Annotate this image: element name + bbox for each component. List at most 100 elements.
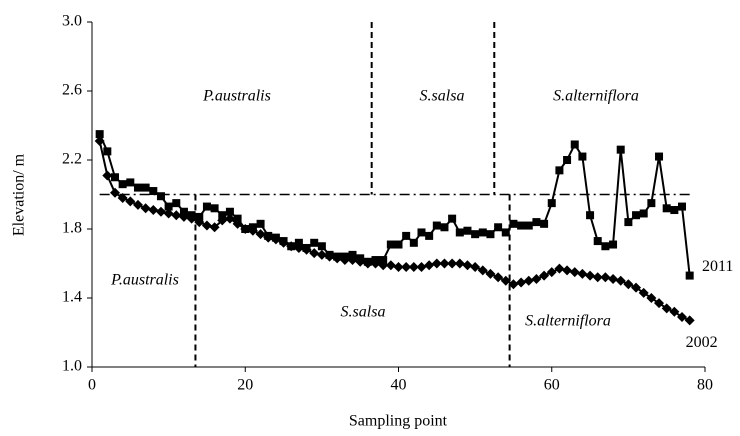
marker bbox=[109, 187, 120, 198]
marker bbox=[386, 240, 395, 249]
series-line bbox=[98, 133, 691, 276]
marker bbox=[294, 238, 303, 247]
marker bbox=[355, 256, 366, 267]
x-axis-label: Sampling point bbox=[349, 413, 448, 430]
marker bbox=[646, 293, 657, 303]
marker bbox=[179, 207, 188, 216]
marker bbox=[270, 234, 281, 245]
marker bbox=[555, 166, 564, 175]
marker bbox=[163, 208, 174, 219]
marker bbox=[454, 258, 465, 269]
marker bbox=[332, 253, 343, 264]
marker bbox=[493, 272, 504, 283]
marker bbox=[685, 271, 694, 280]
marker bbox=[408, 261, 419, 272]
marker bbox=[623, 279, 634, 290]
marker bbox=[155, 206, 166, 217]
marker bbox=[217, 215, 228, 226]
marker bbox=[631, 282, 642, 293]
series-label: 2002 bbox=[686, 334, 718, 351]
marker bbox=[126, 178, 135, 187]
marker bbox=[140, 203, 151, 214]
x-tick-label: 80 bbox=[697, 377, 713, 394]
marker bbox=[562, 265, 573, 276]
y-tick-label: 1.8 bbox=[62, 220, 82, 237]
marker bbox=[523, 275, 534, 286]
marker bbox=[546, 267, 557, 278]
marker bbox=[195, 212, 204, 221]
marker bbox=[432, 221, 441, 230]
marker bbox=[149, 187, 158, 196]
marker bbox=[684, 315, 695, 326]
x-tick-label: 20 bbox=[237, 377, 253, 394]
marker bbox=[393, 261, 404, 272]
marker bbox=[570, 140, 579, 149]
y-tick-label: 2.6 bbox=[62, 82, 82, 99]
marker bbox=[431, 258, 442, 269]
marker bbox=[416, 261, 427, 272]
marker bbox=[500, 275, 511, 286]
marker bbox=[103, 147, 112, 156]
marker bbox=[447, 258, 458, 269]
marker bbox=[478, 228, 487, 237]
marker bbox=[639, 209, 648, 218]
marker bbox=[240, 224, 251, 234]
marker bbox=[577, 268, 588, 279]
marker bbox=[362, 258, 373, 269]
marker bbox=[569, 267, 580, 278]
marker bbox=[102, 170, 113, 181]
marker bbox=[324, 251, 335, 262]
marker bbox=[547, 199, 556, 208]
marker bbox=[402, 231, 411, 240]
marker bbox=[616, 145, 625, 154]
marker bbox=[508, 279, 519, 290]
marker bbox=[439, 258, 450, 269]
zone-label: S.salsa bbox=[341, 304, 386, 321]
marker bbox=[394, 240, 403, 249]
marker bbox=[654, 298, 665, 309]
marker bbox=[125, 196, 136, 207]
marker bbox=[677, 311, 688, 322]
marker bbox=[417, 228, 426, 237]
marker bbox=[585, 270, 596, 281]
marker bbox=[424, 260, 435, 271]
marker bbox=[494, 223, 503, 232]
marker bbox=[586, 211, 595, 220]
marker bbox=[309, 248, 320, 259]
marker bbox=[655, 152, 664, 161]
y-tick-label: 1.0 bbox=[62, 358, 82, 375]
marker bbox=[624, 218, 633, 227]
marker bbox=[669, 306, 680, 317]
marker bbox=[178, 211, 189, 222]
marker bbox=[148, 205, 159, 216]
marker bbox=[409, 238, 418, 247]
marker bbox=[509, 219, 518, 228]
marker bbox=[133, 183, 142, 192]
marker bbox=[117, 192, 128, 203]
marker bbox=[378, 260, 389, 271]
marker bbox=[339, 255, 350, 266]
marker bbox=[593, 237, 602, 246]
marker bbox=[501, 228, 510, 237]
marker bbox=[247, 225, 258, 236]
marker bbox=[471, 230, 480, 239]
marker bbox=[156, 192, 165, 201]
marker bbox=[171, 210, 182, 221]
marker bbox=[385, 260, 396, 271]
marker bbox=[316, 249, 327, 260]
marker bbox=[201, 220, 212, 231]
marker bbox=[401, 261, 412, 272]
marker bbox=[638, 287, 649, 298]
marker bbox=[662, 204, 671, 213]
marker bbox=[94, 136, 105, 147]
marker bbox=[218, 211, 227, 220]
marker bbox=[164, 202, 173, 211]
marker bbox=[310, 238, 319, 247]
zone-label: P.australis bbox=[202, 88, 271, 105]
marker bbox=[202, 202, 211, 211]
y-tick-label: 2.2 bbox=[62, 151, 82, 168]
marker bbox=[224, 213, 235, 224]
y-tick-label: 3.0 bbox=[62, 13, 82, 30]
marker bbox=[210, 204, 219, 213]
marker bbox=[141, 183, 150, 192]
